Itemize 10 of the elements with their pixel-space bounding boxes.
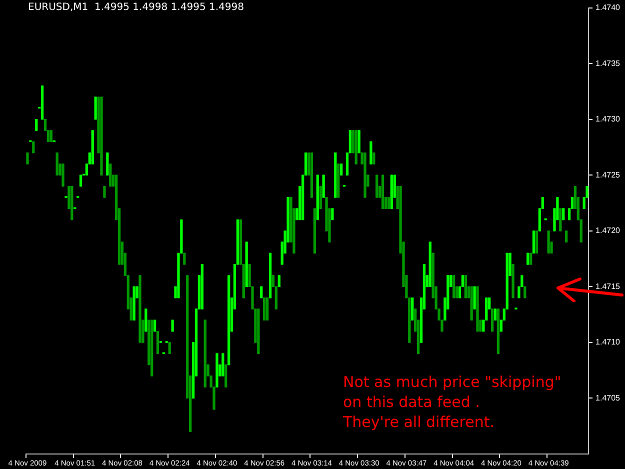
y-tick-label: 1.4735 [596, 58, 621, 68]
y-tick-label: 1.4710 [596, 338, 621, 347]
chart-title: EURUSD,M1 1.4995 1.4998 1.4995 1.4998 [28, 2, 244, 13]
annotation: Not as much price "skipping" on this data feed . They're all different. [343, 372, 562, 432]
y-tick-label: 1.4705 [596, 393, 621, 402]
y-tick-label: 1.4740 [596, 3, 621, 12]
y-tick-label: 1.4725 [596, 170, 621, 180]
y-tick-label: 1.4730 [596, 114, 621, 124]
y-tick-label: 1.4720 [596, 226, 621, 236]
y-tick-label: 1.4715 [596, 282, 621, 291]
